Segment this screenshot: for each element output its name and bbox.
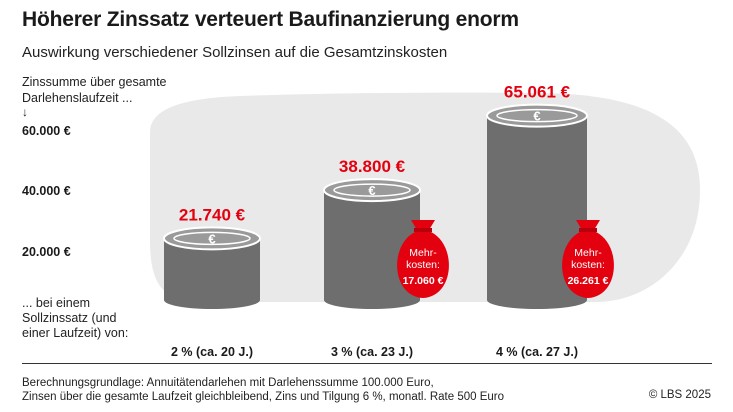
footnote: Berechnungsgrundlage: Annuitätendarlehen… <box>22 376 504 404</box>
coin-bottom <box>487 251 587 270</box>
x-category-2pct: 2 % (ca. 20 J.) <box>171 345 253 359</box>
coin-bottom <box>487 146 587 165</box>
coin-bottom <box>487 225 587 244</box>
baseline-divider <box>22 363 712 364</box>
coin-bottom <box>164 254 260 273</box>
coin-bottom <box>487 277 587 296</box>
coin-bottom <box>324 249 420 268</box>
value-label-3: 65.061 € <box>504 83 571 102</box>
coin-bottom <box>324 263 420 282</box>
coin-bottom <box>324 291 420 309</box>
extra-cost-value-2: 17.060 € <box>403 275 444 287</box>
footnote-line-1: Berechnungsgrundlage: Annuitätendarlehen… <box>22 377 434 389</box>
coin-bottom <box>487 264 587 283</box>
coin-bottom <box>487 159 587 178</box>
extra-cost-label-line1: Mehr- <box>409 247 437 259</box>
coin-bottom <box>324 208 420 227</box>
extra-cost-label-line2: kosten: <box>571 259 605 271</box>
x-category-3pct: 3 % (ca. 23 J.) <box>331 345 413 359</box>
footnote-line-2: Zinsen über die gesamte Laufzeit gleichb… <box>22 391 505 403</box>
coin-bottom <box>164 266 260 285</box>
chart-subtitle: Auswirkung verschiedener Sollzinsen auf … <box>22 44 448 61</box>
coin-bottom <box>487 132 587 151</box>
coin-stack-bar-1: € <box>163 226 261 309</box>
coin-bottom <box>487 238 587 257</box>
y-tick-20000: 20.000 € <box>22 245 71 259</box>
coin-bottom <box>164 291 260 309</box>
money-bag-icon <box>562 220 614 298</box>
coin-stack-bar-2: € <box>323 178 421 309</box>
coin-top <box>323 178 421 203</box>
coin-stack-bar-3: € <box>486 103 588 309</box>
coin-bottom <box>324 222 420 241</box>
coin-bottom <box>487 172 587 191</box>
value-label-2: 38.800 € <box>339 157 406 176</box>
x-category-4pct: 4 % (ca. 27 J.) <box>496 345 578 359</box>
chart-title: Höherer Zinssatz verteuert Baufinanzieru… <box>22 8 519 31</box>
y-tick-40000: 40.000 € <box>22 184 71 198</box>
y-tick-60000: 60.000 € <box>22 124 71 138</box>
x-axis-intro: ... bei einem Sollzinssatz (und einer La… <box>22 296 129 340</box>
coin-bottom <box>487 198 587 217</box>
money-bag-icon <box>397 220 449 298</box>
coin-bottom <box>487 185 587 204</box>
coin-top <box>163 226 261 251</box>
down-arrow-icon: ↓ <box>22 105 28 119</box>
coin-top-ring <box>173 231 251 246</box>
coin-bottom <box>487 291 587 309</box>
coin-top-ring <box>496 108 578 123</box>
coin-top-ring <box>333 183 411 197</box>
coin-bottom <box>164 278 260 297</box>
extra-cost-label-line2: kosten: <box>406 259 440 271</box>
coin-bottom <box>324 277 420 296</box>
extra-cost-label-line1: Mehr- <box>574 247 602 259</box>
credit: © LBS 2025 <box>648 389 711 401</box>
value-label-1: 21.740 € <box>179 205 246 224</box>
euro-icon: € <box>208 231 215 246</box>
coin-top <box>486 103 588 128</box>
coin-bottom <box>324 236 420 255</box>
coin-bottom <box>487 211 587 230</box>
extra-cost-value-3: 26.261 € <box>568 275 609 287</box>
euro-icon: € <box>368 183 375 198</box>
y-axis-label: Zinssumme über gesamte Darlehenslaufzeit… <box>22 75 167 105</box>
euro-icon: € <box>533 109 540 124</box>
